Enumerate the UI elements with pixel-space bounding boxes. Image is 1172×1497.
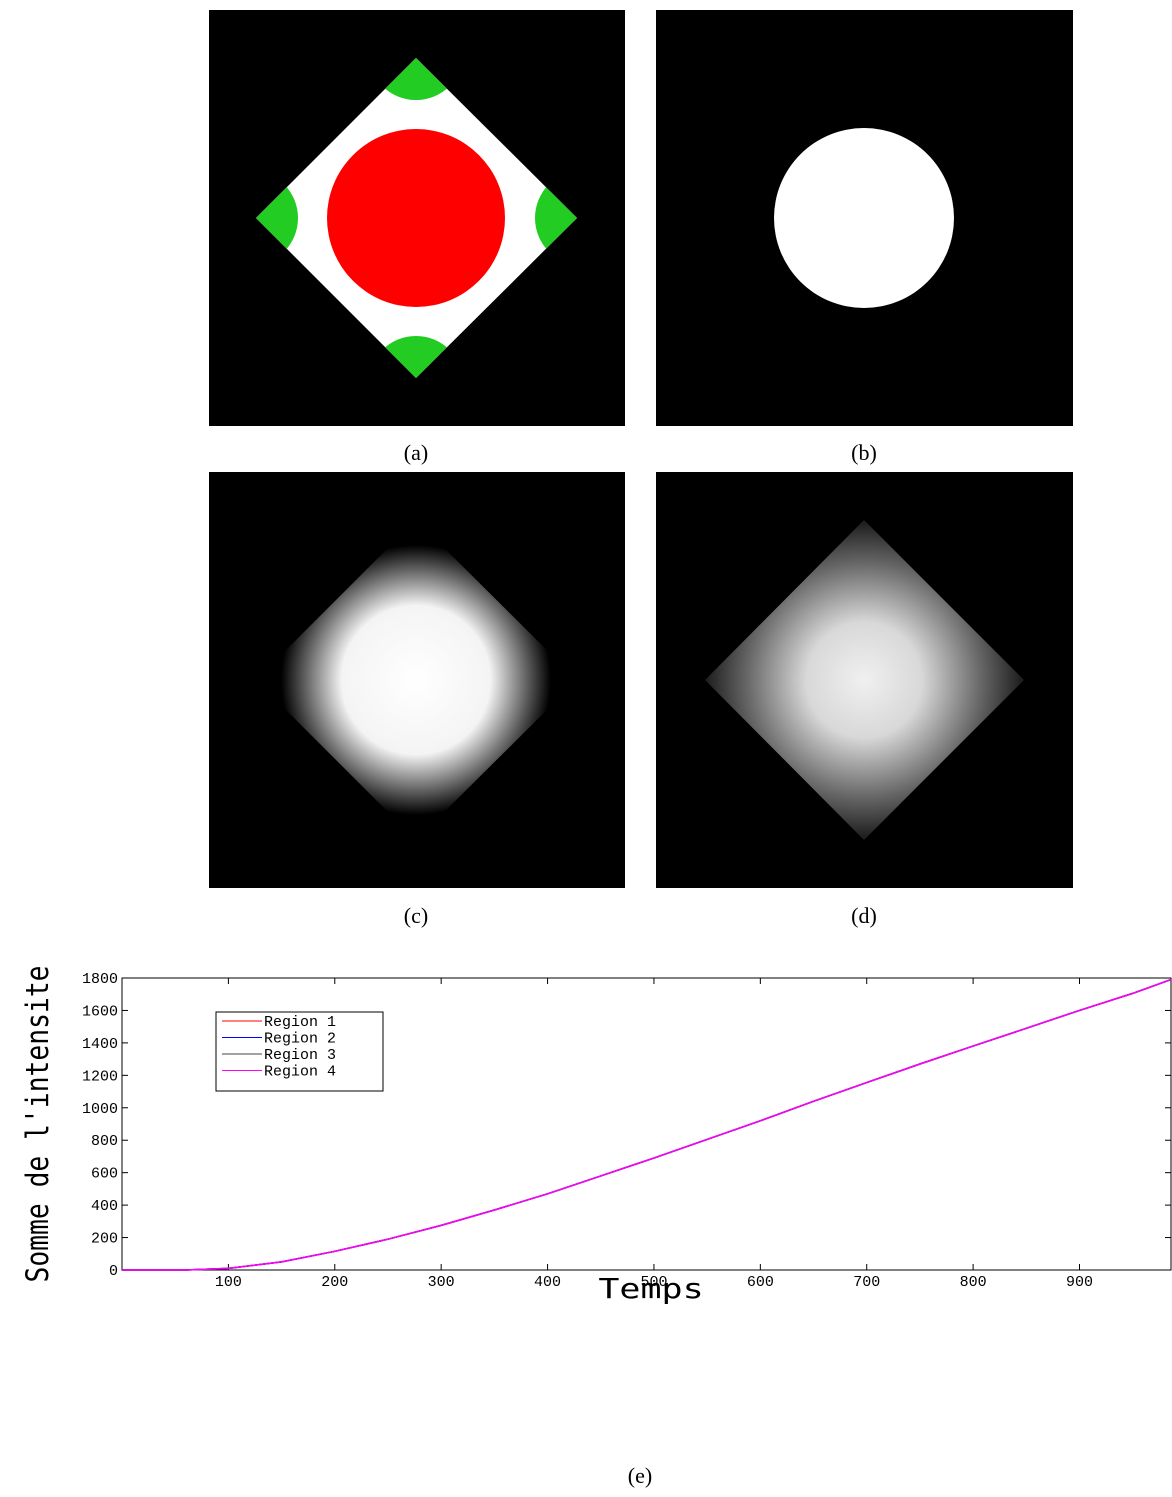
x-tick-label: 800 [960,1274,987,1291]
x-tick-label: 500 [640,1274,667,1291]
legend-label: Region 2 [264,1031,336,1048]
caption: (a) [404,440,428,465]
x-tick-label: 600 [747,1274,774,1291]
x-tick-label: 300 [428,1274,455,1291]
y-tick-label: 1400 [82,1036,118,1053]
legend-label: Region 4 [264,1064,336,1081]
y-tick-label: 1600 [82,1003,118,1020]
y-tick-label: 1800 [82,971,118,988]
plot-frame [121,977,1172,1271]
legend-label: Region 3 [264,1047,336,1064]
caption: (b) [851,440,877,465]
x-tick-label: 900 [1066,1274,1093,1291]
y-tick-label: 1000 [82,1101,118,1118]
y-tick-label: 800 [91,1133,118,1150]
panel-a [209,10,625,426]
x-tick-label: 400 [534,1274,561,1291]
caption: (e) [628,1463,652,1488]
x-tick-label: 100 [215,1274,242,1291]
y-tick-label: 0 [109,1263,118,1280]
panel-b [656,10,1073,426]
y-tick-label: 1200 [82,1068,118,1085]
legend-label: Region 1 [264,1014,336,1031]
x-tick-label: 200 [321,1274,348,1291]
panel-d [656,472,1073,888]
y-axis-label: Somme de l'intensite [19,965,56,1282]
y-tick-label: 600 [91,1166,118,1183]
caption: (c) [404,903,428,928]
series-line [122,978,1172,1271]
y-tick-label: 400 [91,1198,118,1215]
panel-c [209,472,625,888]
x-tick-label: 700 [853,1274,880,1291]
legend-box [215,1011,384,1092]
y-tick-label: 200 [91,1231,118,1248]
caption: (d) [851,903,877,928]
x-axis-label: Temps [598,1273,703,1305]
